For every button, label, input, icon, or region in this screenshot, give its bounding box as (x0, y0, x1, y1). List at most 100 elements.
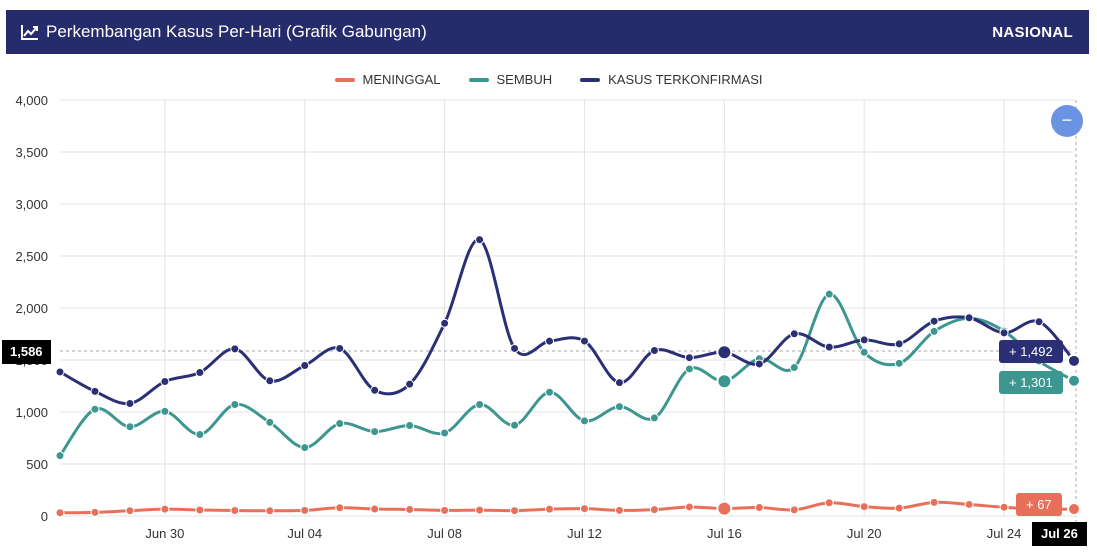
zoom-reset-button[interactable]: − (1051, 105, 1083, 137)
data-point-meninggal[interactable] (55, 508, 65, 518)
data-point-meninggal[interactable] (754, 502, 764, 512)
data-point-kasus[interactable] (440, 318, 450, 328)
chart-legend: MENINGGAL SEMBUH KASUS TERKONFIRMASI (0, 72, 1097, 87)
data-point-kasus[interactable] (545, 336, 555, 346)
data-point-sembuh[interactable] (195, 429, 205, 439)
data-point-meninggal[interactable] (964, 499, 974, 509)
data-point-kasus[interactable] (789, 329, 799, 339)
data-point-kasus[interactable] (370, 385, 380, 395)
data-point-kasus[interactable] (90, 386, 100, 396)
data-point-meninggal[interactable] (300, 505, 310, 515)
data-point-kasus[interactable] (716, 344, 733, 361)
data-point-sembuh[interactable] (55, 451, 65, 461)
data-point-meninggal[interactable] (230, 505, 240, 515)
data-point-kasus[interactable] (55, 367, 65, 377)
legend-item-meninggal[interactable]: MENINGGAL (334, 72, 441, 87)
data-point-kasus[interactable] (894, 339, 904, 349)
data-point-sembuh[interactable] (716, 373, 733, 390)
hover-point-kasus[interactable] (1067, 353, 1081, 368)
data-point-sembuh[interactable] (160, 406, 170, 416)
x-tick-label: Jul 24 (987, 526, 1022, 541)
data-point-kasus[interactable] (510, 343, 520, 353)
data-point-meninggal[interactable] (649, 505, 659, 515)
data-point-kasus[interactable] (265, 376, 275, 386)
data-point-kasus[interactable] (475, 235, 485, 245)
region-label[interactable]: NASIONAL (992, 23, 1073, 41)
data-point-meninggal[interactable] (614, 505, 624, 515)
data-point-sembuh[interactable] (929, 326, 939, 336)
data-point-meninggal[interactable] (579, 504, 589, 514)
data-point-sembuh[interactable] (824, 289, 834, 299)
data-point-meninggal[interactable] (370, 504, 380, 514)
data-point-sembuh[interactable] (90, 404, 100, 414)
data-point-kasus[interactable] (929, 316, 939, 326)
data-point-kasus[interactable] (405, 379, 415, 389)
data-point-kasus[interactable] (999, 328, 1009, 338)
data-point-meninggal[interactable] (335, 503, 345, 513)
data-point-sembuh[interactable] (649, 413, 659, 423)
data-point-meninggal[interactable] (440, 505, 450, 515)
data-point-meninggal[interactable] (894, 503, 904, 513)
hover-point-meninggal[interactable] (1067, 502, 1081, 517)
x-tick-label: Jul 12 (567, 526, 602, 541)
data-point-meninggal[interactable] (125, 506, 135, 516)
hover-point-sembuh[interactable] (1067, 373, 1081, 388)
data-point-kasus[interactable] (335, 343, 345, 353)
data-point-meninggal[interactable] (160, 504, 170, 514)
data-point-kasus[interactable] (754, 359, 764, 369)
data-point-meninggal[interactable] (265, 506, 275, 516)
data-point-sembuh[interactable] (545, 387, 555, 397)
data-point-sembuh[interactable] (510, 420, 520, 430)
data-point-sembuh[interactable] (405, 421, 415, 431)
data-point-sembuh[interactable] (440, 428, 450, 438)
legend-item-sembuh[interactable]: SEMBUH (468, 72, 552, 87)
data-point-meninggal[interactable] (510, 506, 520, 516)
data-point-sembuh[interactable] (300, 443, 310, 453)
data-point-kasus[interactable] (1034, 317, 1044, 327)
data-point-kasus[interactable] (649, 346, 659, 356)
data-point-kasus[interactable] (824, 342, 834, 352)
data-point-sembuh[interactable] (789, 362, 799, 372)
data-point-kasus[interactable] (684, 353, 694, 363)
data-point-sembuh[interactable] (125, 422, 135, 432)
data-point-sembuh[interactable] (370, 427, 380, 437)
x-tick-label: Jun 30 (145, 526, 184, 541)
data-point-sembuh[interactable] (230, 400, 240, 410)
data-point-meninggal[interactable] (789, 505, 799, 515)
data-point-kasus[interactable] (160, 377, 170, 387)
x-tick-label: Jul 20 (847, 526, 882, 541)
data-point-meninggal[interactable] (716, 500, 733, 517)
data-point-sembuh[interactable] (579, 416, 589, 426)
data-point-sembuh[interactable] (335, 419, 345, 429)
legend-item-kasus[interactable]: KASUS TERKONFIRMASI (580, 72, 762, 87)
tooltip-confirmed: + 1,492 (999, 340, 1063, 363)
data-point-meninggal[interactable] (195, 505, 205, 515)
data-point-meninggal[interactable] (999, 502, 1009, 512)
data-point-kasus[interactable] (125, 398, 135, 408)
data-point-meninggal[interactable] (929, 497, 939, 507)
data-point-kasus[interactable] (300, 361, 310, 371)
data-point-meninggal[interactable] (859, 502, 869, 512)
data-point-kasus[interactable] (195, 367, 205, 377)
data-point-meninggal[interactable] (90, 507, 100, 517)
data-point-sembuh[interactable] (265, 417, 275, 427)
data-point-kasus[interactable] (230, 344, 240, 354)
data-point-sembuh[interactable] (894, 358, 904, 368)
data-point-kasus[interactable] (614, 378, 624, 388)
data-point-meninggal[interactable] (684, 502, 694, 512)
y-tick-label: 2,500 (15, 249, 48, 264)
data-point-kasus[interactable] (964, 313, 974, 323)
data-point-kasus[interactable] (859, 335, 869, 345)
data-point-meninggal[interactable] (824, 498, 834, 508)
series-line-kasus (59, 238, 1076, 406)
data-point-meninggal[interactable] (475, 505, 485, 515)
legend-swatch-kasus (580, 77, 601, 82)
data-point-meninggal[interactable] (405, 504, 415, 514)
data-point-meninggal[interactable] (545, 504, 555, 514)
data-point-sembuh[interactable] (614, 402, 624, 412)
data-point-kasus[interactable] (579, 336, 589, 346)
data-point-sembuh[interactable] (684, 364, 694, 374)
crosshair-y-label: 1,586 (2, 340, 51, 364)
data-point-sembuh[interactable] (475, 400, 485, 410)
data-point-sembuh[interactable] (859, 347, 869, 357)
